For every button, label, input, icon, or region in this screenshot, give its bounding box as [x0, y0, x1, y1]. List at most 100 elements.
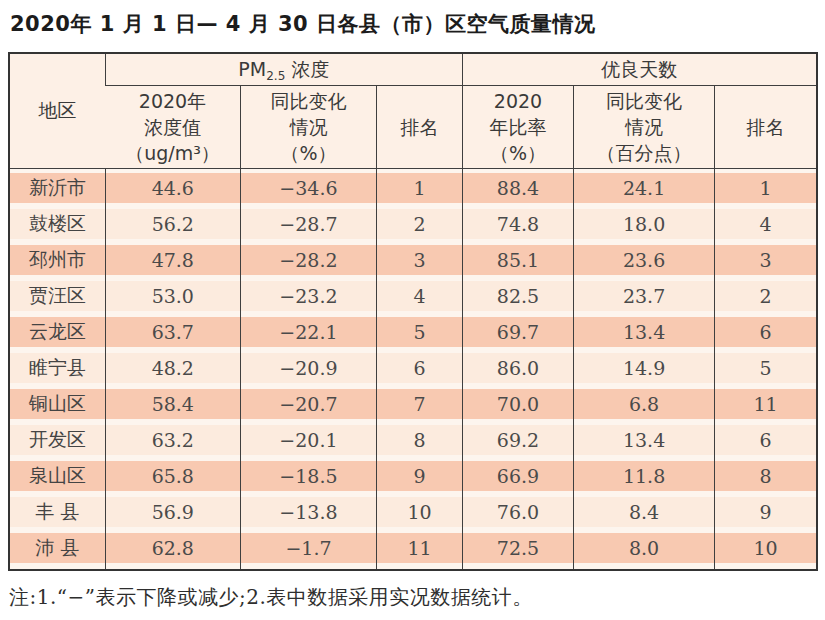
cell-pm-value: 65.8 [105, 461, 240, 497]
cell-days-ratio: 88.4 [462, 169, 574, 210]
cell-pm-rank: 9 [377, 461, 462, 497]
cell-days-ratio: 85.1 [462, 245, 574, 281]
table-row: 开发区63.2−20.1869.213.46 [9, 425, 817, 461]
header-region: 地区 [9, 53, 105, 169]
cell-pm-value: 48.2 [105, 353, 240, 389]
header-pm-change: 同比变化 情况 （%） [240, 86, 377, 169]
pm-label-prefix: PM [238, 58, 266, 80]
cell-pm-value: 58.4 [105, 389, 240, 425]
cell-days-rank: 4 [714, 209, 817, 245]
table-row: 泉山区65.8−18.5966.911.88 [9, 461, 817, 497]
page-title: 2020年 1 月 1 日— 4 月 30 日各县（市）区空气质量情况 [10, 9, 825, 39]
cell-days-rank: 8 [714, 461, 817, 497]
cell-pm-rank: 3 [377, 245, 462, 281]
cell-region: 邳州市 [9, 245, 105, 281]
cell-pm-value: 62.8 [105, 533, 240, 570]
cell-pm-rank: 8 [377, 425, 462, 461]
cell-region: 新沂市 [9, 169, 105, 210]
cell-days-ratio: 82.5 [462, 281, 574, 317]
cell-pm-value: 63.7 [105, 317, 240, 353]
table-row: 新沂市44.6−34.6188.424.11 [9, 169, 817, 210]
cell-pm-value: 56.9 [105, 497, 240, 533]
cell-region: 云龙区 [9, 317, 105, 353]
table-row: 鼓楼区56.2−28.7274.818.04 [9, 209, 817, 245]
cell-pm-rank: 5 [377, 317, 462, 353]
cell-pm-change: −20.7 [240, 389, 377, 425]
cell-region: 铜山区 [9, 389, 105, 425]
cell-pm-rank: 11 [377, 533, 462, 570]
cell-pm-value: 53.0 [105, 281, 240, 317]
cell-days-rank: 9 [714, 497, 817, 533]
cell-pm-rank: 7 [377, 389, 462, 425]
footnote: 注:1.“−”表示下降或减少;2.表中数据采用实况数据统计。 [9, 584, 825, 611]
cell-pm-change: −23.2 [240, 281, 377, 317]
cell-pm-change: −20.1 [240, 425, 377, 461]
cell-pm-change: −28.2 [240, 245, 377, 281]
table-row: 睢宁县48.2−20.9686.014.95 [9, 353, 817, 389]
header-days-rank: 排名 [714, 86, 817, 169]
cell-days-change: 23.6 [574, 245, 715, 281]
cell-region: 贾汪区 [9, 281, 105, 317]
cell-days-change: 14.9 [574, 353, 715, 389]
cell-days-change: 13.4 [574, 317, 715, 353]
cell-days-ratio: 66.9 [462, 461, 574, 497]
cell-days-rank: 1 [714, 169, 817, 210]
cell-days-change: 23.7 [574, 281, 715, 317]
header-days-ratio: 2020 年比率 （%） [462, 86, 574, 169]
cell-days-rank: 2 [714, 281, 817, 317]
cell-region: 开发区 [9, 425, 105, 461]
cell-pm-change: −13.8 [240, 497, 377, 533]
cell-days-rank: 11 [714, 389, 817, 425]
cell-days-rank: 10 [714, 533, 817, 570]
header-pm-group: PM2.5 浓度 [105, 53, 462, 86]
cell-pm-change: −1.7 [240, 533, 377, 570]
table-row: 沛 县62.8−1.71172.58.010 [9, 533, 817, 570]
cell-days-change: 24.1 [574, 169, 715, 210]
cell-region: 丰 县 [9, 497, 105, 533]
header-days-change: 同比变化 情况 （百分点） [574, 86, 715, 169]
table-row: 邳州市47.8−28.2385.123.63 [9, 245, 817, 281]
table-row: 铜山区58.4−20.7770.06.811 [9, 389, 817, 425]
cell-pm-value: 47.8 [105, 245, 240, 281]
cell-days-change: 8.0 [574, 533, 715, 570]
cell-days-ratio: 86.0 [462, 353, 574, 389]
cell-days-ratio: 76.0 [462, 497, 574, 533]
cell-days-rank: 6 [714, 317, 817, 353]
cell-pm-rank: 6 [377, 353, 462, 389]
header-pm-rank: 排名 [377, 86, 462, 169]
table-row: 丰 县56.9−13.81076.08.49 [9, 497, 817, 533]
cell-region: 鼓楼区 [9, 209, 105, 245]
cell-pm-change: −18.5 [240, 461, 377, 497]
cell-pm-rank: 1 [377, 169, 462, 210]
table-row: 贾汪区53.0−23.2482.523.72 [9, 281, 817, 317]
cell-pm-rank: 4 [377, 281, 462, 317]
pm-label-subscript: 2.5 [266, 69, 285, 83]
cell-days-ratio: 69.2 [462, 425, 574, 461]
cell-region: 沛 县 [9, 533, 105, 570]
header-pm-value: 2020年 浓度值 （ug/m³） [105, 86, 240, 169]
header-days-group: 优良天数 [462, 53, 817, 86]
cell-pm-value: 44.6 [105, 169, 240, 210]
cell-days-change: 6.8 [574, 389, 715, 425]
cell-days-change: 18.0 [574, 209, 715, 245]
cell-pm-value: 63.2 [105, 425, 240, 461]
table-row: 云龙区63.7−22.1569.713.46 [9, 317, 817, 353]
cell-days-rank: 6 [714, 425, 817, 461]
cell-pm-change: −28.7 [240, 209, 377, 245]
pm-label-suffix: 浓度 [285, 58, 329, 80]
cell-pm-rank: 10 [377, 497, 462, 533]
cell-days-change: 11.8 [574, 461, 715, 497]
cell-pm-change: −20.9 [240, 353, 377, 389]
cell-region: 睢宁县 [9, 353, 105, 389]
table-body: 新沂市44.6−34.6188.424.11鼓楼区56.2−28.7274.81… [9, 169, 817, 571]
air-quality-table: 地区 PM2.5 浓度 优良天数 2020年 浓度值 （ug/m³） 同比变化 … [8, 52, 818, 571]
cell-days-rank: 3 [714, 245, 817, 281]
cell-days-ratio: 70.0 [462, 389, 574, 425]
cell-pm-value: 56.2 [105, 209, 240, 245]
cell-region: 泉山区 [9, 461, 105, 497]
cell-pm-change: −22.1 [240, 317, 377, 353]
cell-days-rank: 5 [714, 353, 817, 389]
cell-pm-rank: 2 [377, 209, 462, 245]
cell-days-ratio: 69.7 [462, 317, 574, 353]
cell-days-ratio: 74.8 [462, 209, 574, 245]
